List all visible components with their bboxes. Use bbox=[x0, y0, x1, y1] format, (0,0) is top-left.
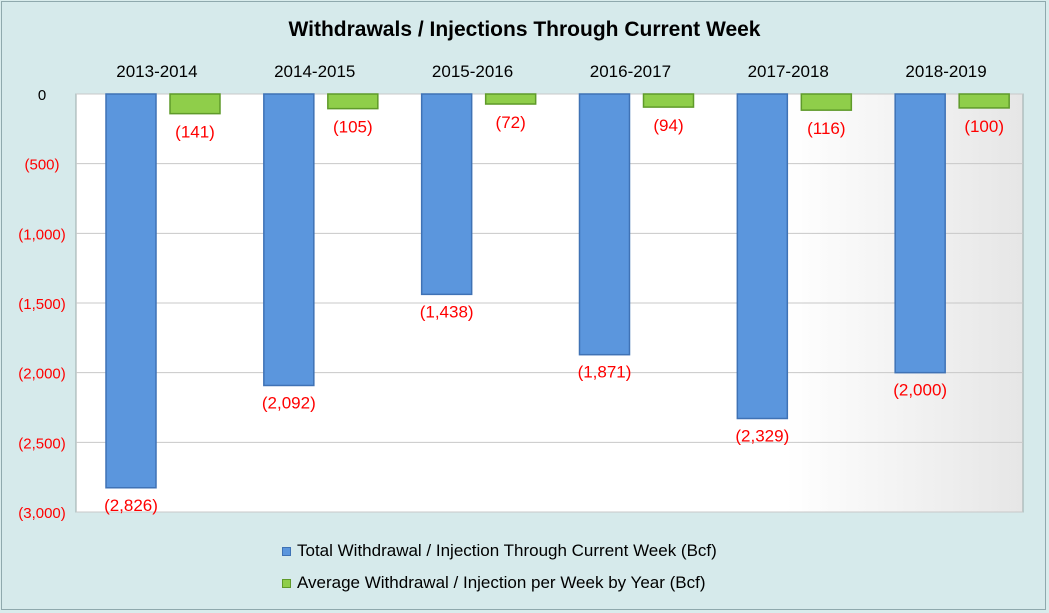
x-category-label: 2016-2017 bbox=[590, 62, 671, 81]
bar-total bbox=[736, 93, 789, 420]
bar-average bbox=[169, 93, 221, 115]
legend-swatch-average bbox=[282, 578, 291, 588]
legend-item-total: Total Withdrawal / Injection Through Cur… bbox=[282, 541, 717, 561]
data-label-total: (1,438) bbox=[420, 302, 474, 321]
legend-label-average: Average Withdrawal / Injection per Week … bbox=[297, 573, 706, 592]
data-label-total: (2,329) bbox=[735, 427, 789, 446]
bar-average bbox=[484, 93, 537, 105]
data-label-average: (94) bbox=[653, 116, 683, 135]
bar-average bbox=[327, 93, 379, 110]
data-label-total: (2,092) bbox=[262, 393, 316, 412]
y-tick-label: 0 bbox=[38, 87, 46, 104]
data-label-average: (105) bbox=[333, 118, 373, 137]
bar-total bbox=[263, 93, 315, 387]
bar-total bbox=[420, 93, 473, 296]
y-tick-label: (1,500) bbox=[18, 296, 66, 313]
x-category-label: 2015-2016 bbox=[432, 62, 513, 81]
bar-average bbox=[800, 93, 853, 111]
bar-total bbox=[105, 93, 157, 489]
y-tick-label: (3,000) bbox=[18, 505, 66, 522]
y-tick-label: (1,000) bbox=[18, 226, 66, 243]
legend-item-average: Average Withdrawal / Injection per Week … bbox=[282, 573, 706, 593]
legend-label-total: Total Withdrawal / Injection Through Cur… bbox=[297, 541, 717, 560]
legend-swatch-total bbox=[282, 546, 291, 556]
data-label-average: (141) bbox=[175, 123, 215, 142]
data-label-total: (2,826) bbox=[104, 496, 158, 515]
data-label-total: (2,000) bbox=[893, 381, 947, 400]
chart-title: Withdrawals / Injections Through Current… bbox=[288, 18, 761, 41]
y-tick-label: (2,500) bbox=[18, 435, 66, 452]
x-category-label: 2014-2015 bbox=[274, 62, 355, 81]
data-label-average: (100) bbox=[964, 117, 1004, 136]
x-category-label: 2013-2014 bbox=[116, 62, 197, 81]
bar-total bbox=[894, 93, 946, 374]
y-tick-label: (500) bbox=[24, 157, 59, 174]
x-category-label: 2017-2018 bbox=[748, 62, 829, 81]
data-label-average: (116) bbox=[807, 119, 845, 138]
x-category-label: 2018-2019 bbox=[905, 62, 986, 81]
data-label-average: (72) bbox=[496, 113, 526, 132]
bar-average bbox=[642, 93, 695, 108]
bar-average bbox=[958, 93, 1010, 109]
y-tick-label: (2,000) bbox=[18, 366, 66, 383]
data-label-total: (1,871) bbox=[578, 363, 632, 382]
bar-total bbox=[578, 93, 631, 356]
